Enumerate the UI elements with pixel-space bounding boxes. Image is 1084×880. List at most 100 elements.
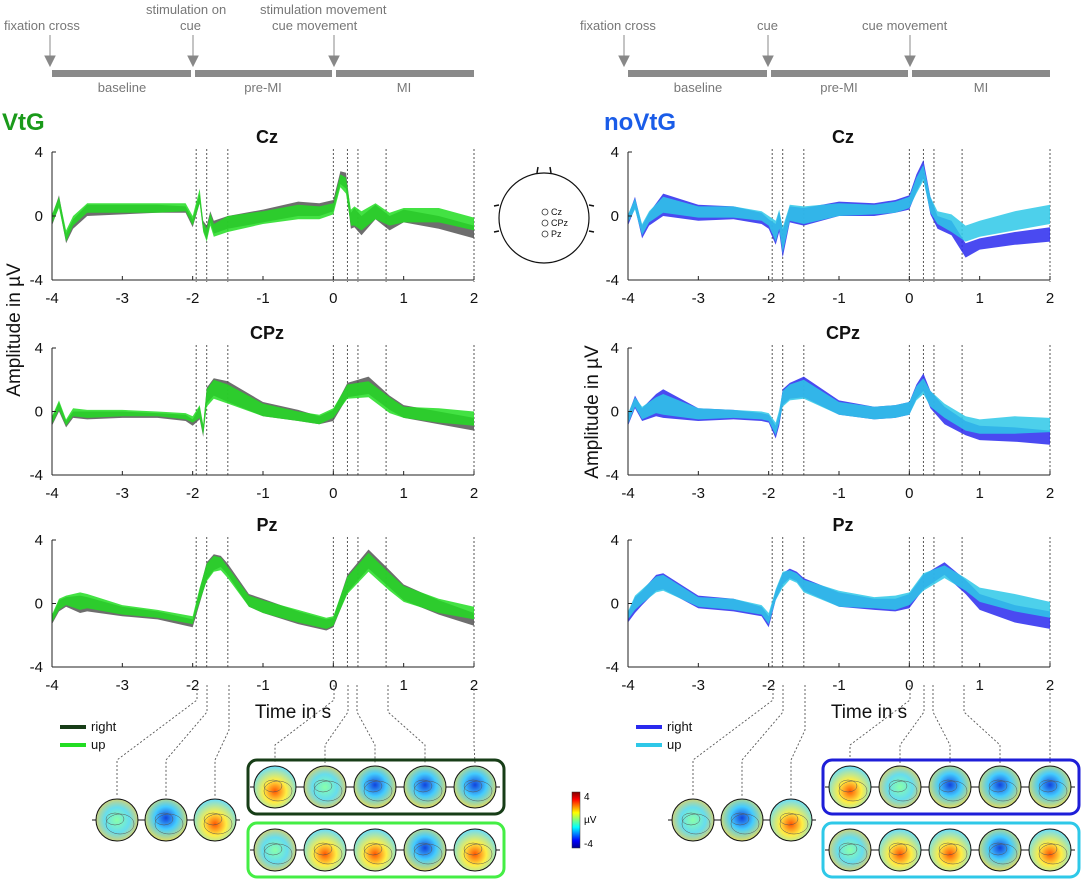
timeline-arrows xyxy=(618,35,916,68)
timeline-segment-label: baseline xyxy=(98,80,146,95)
topomap-head xyxy=(353,828,397,872)
y-tick-label: 0 xyxy=(35,208,43,225)
y-tick-label: 4 xyxy=(611,532,619,549)
head-ears xyxy=(493,204,595,233)
colorbar xyxy=(571,791,581,849)
topomap-contour xyxy=(413,842,433,856)
topomap-connector xyxy=(324,685,349,763)
topomap-contour xyxy=(363,843,393,865)
timeline-segment-bar xyxy=(912,70,1050,77)
topomap-contour xyxy=(263,843,293,865)
topomap-contour xyxy=(313,779,333,793)
timeline-segment-bar xyxy=(771,70,908,77)
x-tick-label: -2 xyxy=(186,485,199,502)
legend-novtg: right up xyxy=(636,719,693,752)
topomap-contour xyxy=(938,843,968,865)
topomap xyxy=(717,798,767,842)
band-right xyxy=(52,171,474,244)
topomap-contour xyxy=(1038,843,1068,865)
topomap-contour xyxy=(938,842,958,856)
x-tick-label: 1 xyxy=(399,485,407,502)
topomap-connector xyxy=(116,685,198,797)
band-up xyxy=(52,174,474,242)
topomap-contour xyxy=(363,779,383,793)
legend-label-up: up xyxy=(667,737,681,752)
x-tick-label: -2 xyxy=(186,677,199,694)
x-tick-label: 0 xyxy=(329,290,337,307)
topomap-contour xyxy=(888,780,918,802)
topomap xyxy=(450,828,500,872)
y-tick-label: 4 xyxy=(611,340,619,357)
topomap xyxy=(1025,828,1075,872)
band-up xyxy=(52,552,474,629)
panel-title: CPz xyxy=(826,323,860,343)
timeline-segment-bar xyxy=(628,70,767,77)
topomaps-layer xyxy=(92,685,1081,879)
topomap-contour xyxy=(988,779,1008,793)
topomap-contour xyxy=(313,842,333,856)
x-tick-label: 1 xyxy=(399,290,407,307)
topomap-contour xyxy=(838,842,858,856)
timeline-marker-label: stimulation on xyxy=(146,2,226,17)
y-axis-label: Amplitude in µV xyxy=(4,263,25,397)
x-tick-label: -3 xyxy=(692,290,705,307)
electrode-head-map: Cz CPz Pz xyxy=(493,166,595,264)
colorbar-min: -4 xyxy=(584,839,593,850)
timeline-marker-label: cue movement xyxy=(862,18,948,33)
band-up xyxy=(628,565,1050,625)
electrode-dot xyxy=(541,230,549,238)
topomap-contour xyxy=(463,842,483,856)
timeline-marker-label: fixation cross xyxy=(4,18,80,33)
timeline-segment-label: baseline xyxy=(674,80,722,95)
topomap-head xyxy=(193,798,237,842)
x-axis-label: Time in s xyxy=(831,702,907,723)
topomap-head xyxy=(1028,828,1072,872)
topomap-group-noVtG xyxy=(668,685,1081,879)
topomap xyxy=(825,765,875,809)
topomap-connector xyxy=(692,685,774,797)
group-title-vtg: VtG xyxy=(2,109,45,136)
topomap-group-VtG xyxy=(92,685,506,879)
x-tick-label: 2 xyxy=(1046,485,1054,502)
topomap xyxy=(875,828,925,872)
topomap-head xyxy=(720,798,764,842)
y-tick-label: 4 xyxy=(35,340,43,357)
topomap-contour xyxy=(413,843,443,865)
x-tick-label: -3 xyxy=(116,677,129,694)
topomap xyxy=(300,765,350,809)
x-tick-label: -2 xyxy=(186,290,199,307)
topomap-connector xyxy=(214,685,230,797)
timeline-segment-bar xyxy=(336,70,474,77)
topomap-head xyxy=(144,798,188,842)
x-tick-label: 0 xyxy=(905,677,913,694)
panel-title: Pz xyxy=(832,515,853,535)
colorbar-unit: µV xyxy=(584,815,597,826)
x-tick-label: -4 xyxy=(45,677,58,694)
topomap-head xyxy=(95,798,139,842)
topomap-head xyxy=(353,765,397,809)
topomap-head xyxy=(303,828,347,872)
topomap-head xyxy=(828,828,872,872)
topomap-contour xyxy=(988,780,1018,802)
y-tick-label: -4 xyxy=(30,272,43,289)
topomap-contour xyxy=(203,812,223,826)
topomap-contour xyxy=(463,780,493,802)
timeline-left: fixation cross stimulation on cue stimul… xyxy=(4,2,474,95)
x-tick-label: 1 xyxy=(975,677,983,694)
y-tick-label: 0 xyxy=(611,596,619,613)
topomap-contour xyxy=(681,812,701,826)
topomap-contour xyxy=(1038,842,1058,856)
topomap-contour xyxy=(888,843,918,865)
topomap xyxy=(250,765,300,809)
topomap-head xyxy=(978,828,1022,872)
topomap-connector xyxy=(899,685,925,763)
x-tick-label: -3 xyxy=(116,290,129,307)
topomap xyxy=(350,828,400,872)
x-tick-label: -3 xyxy=(692,677,705,694)
legend-label-right: right xyxy=(91,719,117,734)
topomap-contour xyxy=(105,813,135,835)
y-tick-label: 0 xyxy=(35,596,43,613)
